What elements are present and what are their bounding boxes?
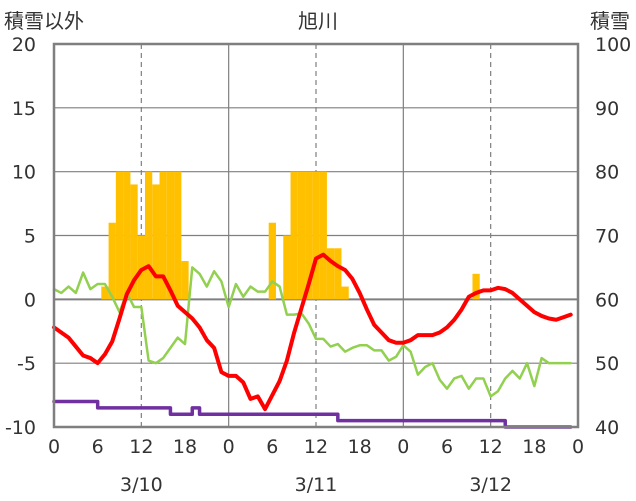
- temperature-line: [52, 252, 573, 412]
- bar: [123, 171, 131, 300]
- x-tick-label: 18: [173, 436, 197, 458]
- bar: [312, 171, 320, 300]
- x-tick-label: 6: [266, 436, 278, 458]
- x-tick-label: 0: [223, 436, 235, 458]
- bar: [268, 222, 276, 300]
- right-y-tick-label: 50: [595, 353, 619, 375]
- snow_depth-line: [52, 399, 573, 429]
- x-tick-label: 12: [129, 436, 153, 458]
- date-label: 3/12: [469, 474, 512, 496]
- bar: [326, 248, 335, 300]
- bar: [341, 286, 349, 300]
- left-y-tick-label: 10: [12, 162, 36, 184]
- left-y-tick-label: -10: [5, 417, 36, 439]
- left-y-tick-label: 20: [12, 34, 36, 56]
- right-y-tick-label: 100: [595, 34, 631, 56]
- bar: [108, 222, 116, 300]
- x-tick-label: 0: [397, 436, 409, 458]
- right-y-tick-labels: 100 90 80 70 60 50 40: [595, 34, 631, 439]
- date-label: 3/11: [295, 474, 338, 496]
- left-axis-title: 積雪以外: [4, 9, 84, 33]
- bar: [166, 171, 175, 300]
- x-tick-label: 6: [92, 436, 104, 458]
- date-labels: 3/10 3/11 3/12: [120, 474, 512, 496]
- bar: [334, 248, 342, 300]
- bar: [152, 184, 160, 300]
- bar-series: [101, 171, 480, 300]
- x-tick-label: 18: [522, 436, 546, 458]
- bar: [144, 171, 153, 300]
- bar: [305, 171, 313, 300]
- left-y-tick-label: 5: [24, 226, 36, 248]
- bar: [115, 171, 124, 300]
- bar: [472, 273, 480, 300]
- x-tick-label: 18: [348, 436, 372, 458]
- bar: [297, 171, 306, 300]
- bar: [101, 286, 109, 300]
- bar: [174, 171, 182, 300]
- green_series-line: [52, 266, 572, 398]
- x-tick-label: 12: [304, 436, 328, 458]
- right-y-tick-label: 60: [595, 289, 619, 311]
- x-tick-label: 6: [441, 436, 453, 458]
- x-tick-labels: 0 6 12 18 0 6 12 18 0 6 12 18 0: [48, 436, 584, 458]
- left-y-tick-label: 15: [12, 98, 36, 120]
- plot-frame: [52, 42, 580, 429]
- x-tick-label: 0: [572, 436, 584, 458]
- x-tick-label: 0: [48, 436, 60, 458]
- bar: [159, 171, 167, 300]
- bar: [181, 261, 189, 300]
- right-y-tick-label: 80: [595, 162, 619, 184]
- right-y-tick-label: 70: [595, 226, 619, 248]
- right-y-tick-label: 40: [595, 417, 619, 439]
- right-axis-title: 積雪: [590, 9, 630, 33]
- left-y-tick-labels: 20 15 10 5 0 -5 -10: [5, 34, 36, 439]
- right-y-tick-label: 90: [595, 98, 619, 120]
- bar: [319, 171, 327, 300]
- bar: [290, 171, 298, 300]
- x-tick-label: 12: [479, 436, 503, 458]
- chart-title: 旭川: [298, 9, 338, 33]
- line-series: [52, 252, 573, 429]
- date-label: 3/10: [120, 474, 163, 496]
- bar: [130, 184, 138, 300]
- left-y-tick-label: -5: [17, 353, 36, 375]
- left-y-tick-label: 0: [24, 289, 36, 311]
- bar: [137, 235, 145, 300]
- bar: [283, 235, 291, 300]
